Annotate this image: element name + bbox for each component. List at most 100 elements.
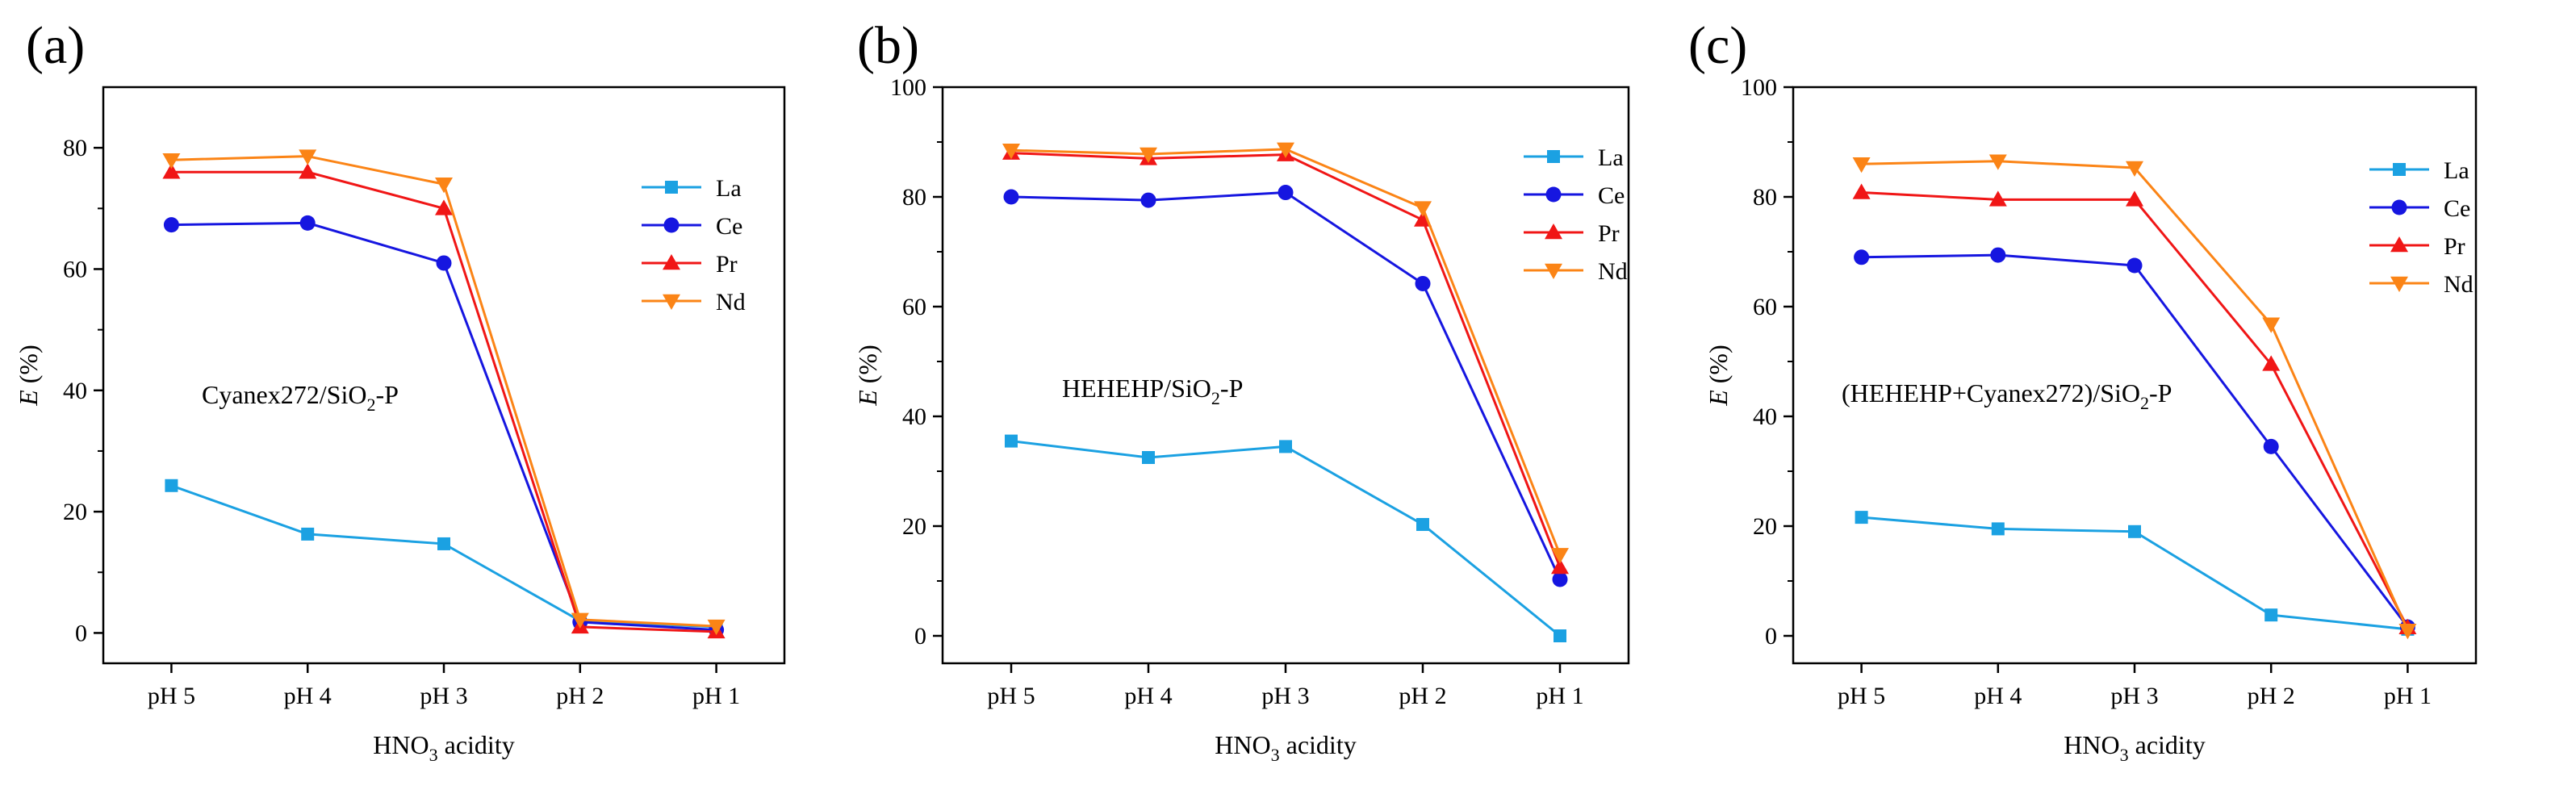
legend: La Ce Pr Nd (1524, 144, 1628, 285)
chart-annotation-main: Cyanex272/SiO (202, 380, 366, 409)
data-point-nd (1002, 143, 1020, 160)
x-tick-label: pH 3 (2110, 683, 2158, 709)
legend-marker-ce (1545, 186, 1562, 203)
data-point-la (1855, 511, 1868, 524)
legend-label-ce: Ce (716, 213, 742, 240)
y-axis-title: E (%) (14, 345, 43, 407)
x-tick-label: pH 2 (1399, 683, 1446, 709)
y-tick-label: 40 (1753, 403, 1777, 430)
chart-annotation-subscript: 2 (2140, 393, 2149, 413)
x-tick-label: pH 2 (556, 683, 604, 709)
x-axis-title-tail: acidity (1280, 730, 1357, 759)
x-axis-title-main: HNO (2064, 730, 2119, 759)
x-axis-title: HNO3 acidity (2064, 730, 2205, 765)
data-point-nd (1988, 154, 2007, 170)
panel-label: (a) (26, 16, 85, 75)
legend-marker-nd (2390, 276, 2408, 292)
legend: La Ce Pr Nd (642, 175, 746, 316)
chart-annotation-tail: -P (375, 380, 398, 409)
x-tick-label: pH 1 (692, 683, 740, 709)
series-line-ce (171, 221, 717, 632)
chart-annotation: Cyanex272/SiO2-P (202, 380, 399, 415)
series-line-la (170, 484, 717, 629)
chart-annotation-main: HEHEHP/SiO (1062, 374, 1211, 403)
data-point-pr (1551, 558, 1569, 575)
data-point-ce (1552, 571, 1568, 587)
legend-label-pr: Pr (1598, 220, 1620, 247)
chart-annotation-subscript: 2 (366, 395, 375, 415)
series-line-la (1010, 440, 1561, 637)
chart-annotation: HEHEHP/SiO2-P (1062, 374, 1243, 408)
data-point-la (301, 527, 315, 541)
plot-frame (941, 86, 1630, 665)
chart-annotation: (HEHEHP+Cyanex272)/SiO2-P (1842, 378, 2172, 413)
y-tick-label: 60 (63, 256, 87, 282)
data-point-nd (707, 619, 726, 636)
chart-annotation-tail: -P (2149, 378, 2172, 407)
y-axis-title: E (%) (1704, 345, 1733, 407)
data-point-nd (435, 178, 453, 194)
y-axis-title-main: E (853, 390, 882, 407)
data-point-ce (299, 215, 316, 231)
data-point-nd (2262, 317, 2281, 333)
data-point-ce (1854, 249, 1870, 265)
legend-marker-ce (663, 217, 680, 233)
data-point-nd (1414, 201, 1432, 217)
data-point-la (1416, 517, 1429, 531)
data-point-pr (2126, 190, 2143, 207)
chart-annotation-tail: -P (1220, 374, 1243, 403)
y-tick-label: 80 (63, 135, 87, 161)
legend-marker-nd (1545, 263, 1562, 279)
data-point-ce (163, 217, 179, 233)
chart-panel-1: (a) 0 20 40 60 80 pH 5 pH 4 pH 3 pH 2 pH 1 HNO3 aci… (14, 16, 786, 765)
chart-annotation-main: (HEHEHP+Cyanex272)/SiO (1842, 378, 2140, 407)
x-axis-title-subscript: 3 (2120, 745, 2129, 765)
x-tick-label: pH 4 (1974, 683, 2022, 709)
legend-label-la: La (1598, 144, 1624, 171)
x-axis-title-tail: acidity (438, 730, 515, 759)
legend-marker-nd (663, 294, 680, 310)
data-point-la (2128, 524, 2141, 538)
x-tick-label: pH 4 (284, 683, 332, 709)
data-point-la (1554, 629, 1566, 642)
data-point-la (1279, 440, 1292, 453)
x-axis-title-main: HNO (1215, 730, 1270, 759)
chart-annotation-subscript: 2 (1211, 388, 1220, 408)
y-tick-label: 20 (63, 499, 87, 525)
x-tick-label: pH 1 (1536, 683, 1583, 709)
data-point-pr (1414, 211, 1432, 227)
x-tick-label: pH 4 (1124, 683, 1172, 709)
x-tick-label: pH 2 (2248, 683, 2295, 709)
data-point-la (437, 537, 450, 550)
data-point-ce (2126, 257, 2143, 274)
x-tick-label: pH 3 (420, 683, 467, 709)
panel-label: (b) (857, 16, 919, 75)
data-point-nd (162, 153, 181, 169)
data-point-la (1991, 522, 2005, 536)
y-tick-label: 100 (890, 74, 926, 101)
legend-marker-pr (1545, 224, 1562, 240)
data-point-la (2264, 608, 2278, 622)
y-tick-label: 100 (1741, 74, 1777, 101)
legend-label-pr: Pr (2444, 233, 2465, 260)
legend-label-nd: Nd (2444, 271, 2474, 298)
data-point-nd (1140, 147, 1157, 163)
x-tick-label: pH 5 (148, 683, 195, 709)
x-axis-title-subscript: 3 (429, 745, 438, 765)
data-point-nd (2398, 623, 2417, 640)
y-tick-label: 0 (75, 620, 87, 646)
x-axis-title-main: HNO (373, 730, 429, 759)
y-tick-label: 60 (1753, 294, 1777, 320)
chart-panel-3: (c) 0 20 40 60 80 100 pH 5 pH 4 pH 3 pH 2 pH 1 HNO3 … (1688, 16, 2478, 765)
data-point-nd (1852, 157, 1871, 173)
y-tick-label: 0 (1765, 623, 1777, 650)
series-line-nd (1010, 148, 1562, 555)
data-point-ce (436, 255, 452, 271)
data-point-pr (1852, 183, 1871, 199)
legend-marker-pr (663, 254, 680, 270)
data-point-pr (299, 163, 317, 179)
panel-label: (c) (1688, 16, 1747, 75)
y-tick-label: 20 (1753, 513, 1777, 540)
data-point-ce (2263, 438, 2279, 454)
y-tick-label: 0 (914, 623, 926, 650)
